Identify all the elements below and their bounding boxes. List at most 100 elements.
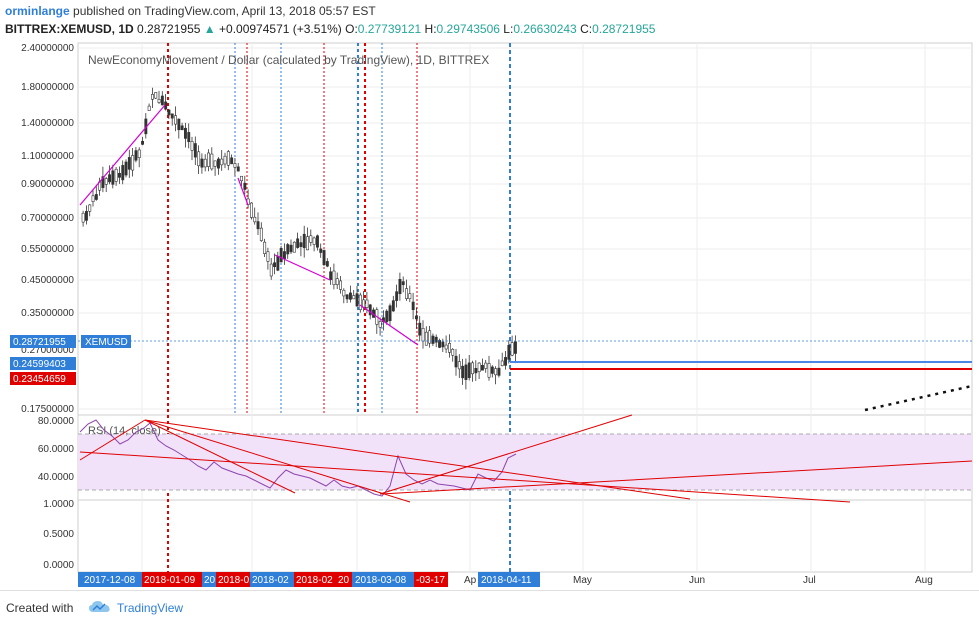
candle-body — [279, 248, 283, 263]
price-axis-label: 0.90000000 — [21, 179, 74, 190]
price-axis-label: 0.35000000 — [21, 308, 74, 319]
symbol-badge-text: XEMUSD — [85, 337, 128, 348]
price-axis-label: 1.40000000 — [21, 118, 74, 129]
candle-body — [329, 271, 333, 281]
candle-body — [494, 368, 498, 376]
candle-body — [134, 150, 138, 161]
rsi-axis-label: 40.0000 — [38, 472, 75, 483]
candle-body — [368, 304, 372, 316]
time-badge-red — [336, 572, 352, 587]
candle-body — [451, 349, 455, 356]
chart-area[interactable]: 2.40000000 1.80000000 1.40000000 1.10000… — [0, 40, 979, 590]
price-axis-label: 0.45000000 — [21, 275, 74, 286]
chart-svg[interactable]: 2.40000000 1.80000000 1.40000000 1.10000… — [0, 40, 979, 590]
candle-body — [365, 299, 369, 308]
price-axis-label: 1.10000000 — [21, 151, 74, 162]
high-value: 0.29743506 — [436, 22, 500, 36]
candle-body — [391, 300, 395, 312]
candle-body — [253, 216, 257, 223]
candle-body — [81, 212, 85, 223]
candle-body — [342, 289, 346, 297]
candle-body — [421, 328, 425, 342]
dotted-trendline[interactable] — [864, 384, 973, 412]
candle-body — [226, 151, 230, 166]
candle-body — [480, 365, 484, 371]
tradingview-cloud-icon[interactable] — [88, 599, 112, 615]
candle-body — [461, 365, 465, 379]
candle-body — [220, 158, 224, 166]
candle-body — [203, 158, 207, 168]
price-grid — [78, 43, 972, 572]
candle-body — [236, 166, 240, 172]
candle-body — [401, 281, 405, 286]
candle-body — [233, 163, 237, 168]
time-label: 20 — [338, 575, 350, 586]
candle-body — [302, 233, 306, 249]
vertical-markers[interactable] — [167, 43, 511, 572]
symbol-line: BITTREX:XEMUSD, 1D 0.28721955 ▲ +0.00974… — [5, 22, 655, 36]
red-level-badge-text: 0.23454659 — [13, 374, 66, 385]
candle-body — [121, 165, 125, 181]
candle-body — [408, 293, 412, 300]
candle-body — [259, 227, 263, 241]
candle-body — [104, 178, 108, 185]
symbol-name[interactable]: BITTREX:XEMUSD, 1D — [5, 22, 134, 36]
candle-body — [193, 143, 197, 158]
trend-arrow-line — [237, 177, 249, 206]
tradingview-link[interactable]: TradingView — [117, 601, 184, 615]
candle-body — [490, 366, 494, 374]
candle-body — [395, 291, 399, 301]
rsi-trendlines[interactable] — [79, 414, 973, 503]
rsi-trendline — [379, 414, 633, 495]
candle-body — [101, 176, 105, 188]
author-link[interactable]: orminlange — [5, 4, 70, 18]
candle-body — [431, 335, 435, 344]
candle-body — [312, 237, 316, 245]
close-label: C: — [580, 22, 593, 36]
last-price-badge — [10, 335, 76, 348]
candle-body — [177, 118, 181, 131]
price-change: +0.00974571 (+3.51%) — [219, 22, 342, 36]
candle-body — [497, 367, 501, 376]
trend-arrow-line — [274, 254, 331, 281]
time-label: 2018-03-08 — [355, 575, 407, 586]
close-value: 0.28721955 — [592, 22, 656, 36]
time-axis: 2017-12-08 2018-01-09 20 2018-01 2018-02… — [78, 572, 933, 587]
time-label: 20 — [204, 575, 216, 586]
volume-axis-label: 1.0000 — [43, 499, 74, 510]
candle-body — [114, 168, 118, 182]
time-label: 2018-04-11 — [481, 575, 532, 586]
time-label: 2018-02 — [296, 575, 333, 586]
candle-body — [273, 262, 276, 268]
candle-body — [405, 288, 408, 299]
candle-body — [510, 342, 514, 356]
time-label: Jul — [803, 575, 816, 586]
candle-body — [151, 94, 154, 100]
published-text: published on TradingView.com, April 13, … — [73, 4, 376, 18]
volume-pane-border — [77, 499, 973, 573]
candle-body — [348, 292, 352, 300]
rsi-trendline — [144, 419, 296, 494]
candle-body — [447, 343, 451, 353]
time-badge-blue — [352, 572, 414, 587]
footer: Created with TradingView — [0, 590, 979, 626]
rsi-trendline — [79, 451, 851, 503]
rsi-line — [79, 419, 517, 497]
candle-body — [108, 174, 112, 183]
chart-header: orminlange published on TradingView.com,… — [0, 0, 979, 40]
candle-body — [296, 238, 300, 248]
candle-body — [292, 241, 296, 253]
candle-body — [85, 211, 88, 221]
candle-body — [319, 248, 323, 253]
candle-body — [210, 153, 214, 170]
time-label: May — [573, 575, 592, 586]
trend-arrow-line — [79, 104, 166, 206]
rsi-axis-label: 80.0000 — [38, 416, 75, 427]
time-label: -03-17 — [416, 575, 445, 586]
candle-body — [190, 141, 194, 151]
price-axis-label: 0.55000000 — [21, 244, 74, 255]
candle-body — [256, 221, 260, 230]
candle-body — [325, 261, 329, 267]
price-axis-label: 1.80000000 — [21, 82, 74, 93]
candle-body — [217, 158, 220, 169]
